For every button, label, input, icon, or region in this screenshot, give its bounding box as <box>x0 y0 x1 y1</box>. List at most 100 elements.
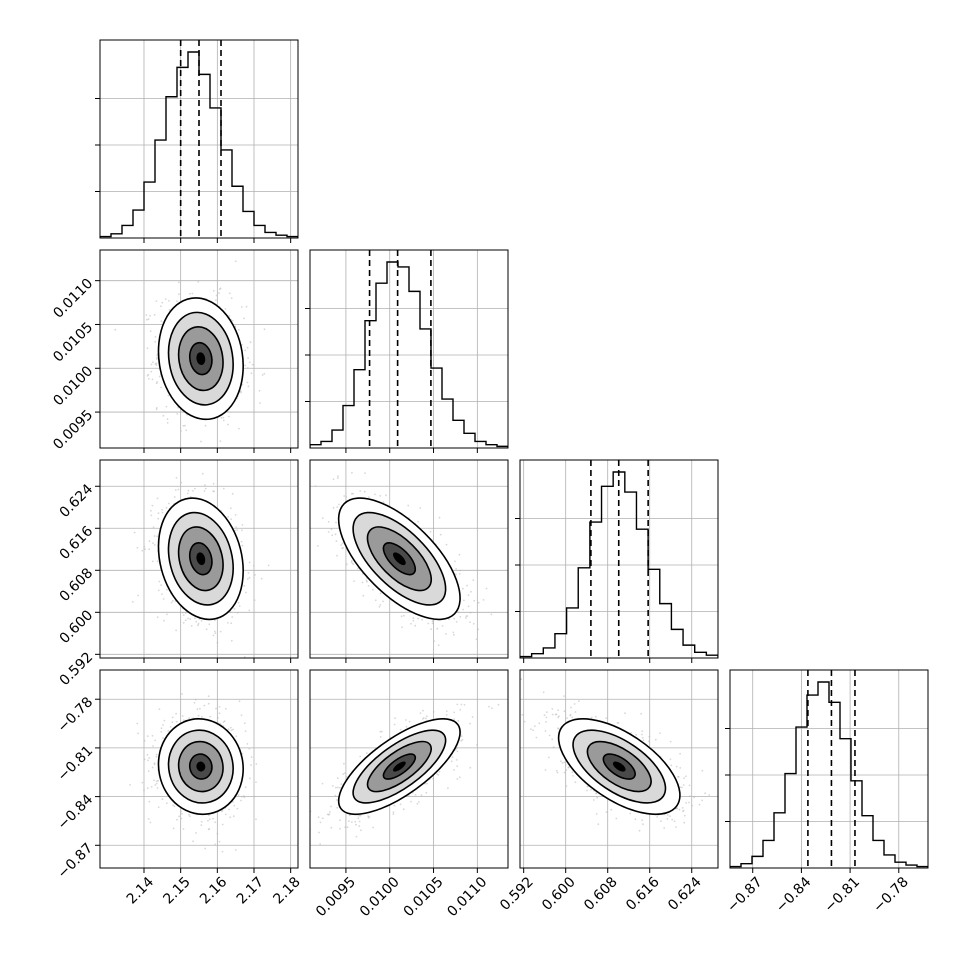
scatter-point <box>344 772 346 774</box>
scatter-point <box>343 762 345 765</box>
scatter-point <box>372 826 374 829</box>
scatter-point <box>154 784 157 786</box>
scatter-point <box>381 730 383 733</box>
scatter-point <box>218 292 220 295</box>
scatter-point <box>354 820 357 823</box>
scatter-point <box>147 770 150 772</box>
scatter-point <box>143 739 146 742</box>
scatter-point <box>215 294 218 297</box>
scatter-point <box>137 594 140 597</box>
scatter-point <box>343 495 346 497</box>
scatter-point <box>438 771 441 773</box>
scatter-point <box>176 413 179 415</box>
scatter-point <box>164 298 167 300</box>
scatter-point <box>319 821 322 824</box>
scatter-point <box>234 849 237 851</box>
scatter-point <box>421 718 424 720</box>
scatter-point <box>421 618 423 621</box>
scatter-point <box>222 419 225 422</box>
scatter-point <box>472 622 475 625</box>
scatter-point <box>243 317 246 320</box>
scatter-point <box>152 361 154 364</box>
scatter-point <box>160 727 163 730</box>
scatter-point <box>318 831 320 834</box>
scatter-point <box>114 328 117 331</box>
scatter-point <box>228 808 231 811</box>
scatter-point <box>463 599 465 602</box>
scatter-point <box>160 305 162 308</box>
scatter-point <box>529 728 532 730</box>
scatter-point <box>180 481 183 484</box>
scatter-point <box>572 775 574 777</box>
scatter-point <box>246 346 249 349</box>
scatter-point <box>669 740 672 743</box>
scatter-point <box>157 517 160 520</box>
scatter-point <box>337 475 339 478</box>
scatter-point <box>353 580 355 582</box>
scatter-point <box>420 794 423 797</box>
scatter-point <box>204 424 207 427</box>
scatter-point <box>193 701 196 704</box>
scatter-point <box>143 545 146 548</box>
scatter-point <box>408 720 411 723</box>
scatter-point <box>145 314 148 316</box>
scatter-point <box>563 695 565 697</box>
scatter-point <box>243 656 246 658</box>
scatter-point <box>407 504 410 507</box>
scatter-point <box>204 487 207 490</box>
scatter-point <box>131 601 134 603</box>
scatter-point <box>173 496 176 498</box>
scatter-point <box>182 614 185 616</box>
scatter-point <box>445 633 447 635</box>
scatter-point <box>357 817 360 820</box>
scatter-point <box>351 471 353 474</box>
scatter-point <box>188 813 190 816</box>
scatter-point <box>314 485 317 487</box>
scatter-point <box>161 508 164 511</box>
scatter-point <box>248 361 251 364</box>
scatter-point <box>240 540 243 543</box>
scatter-point <box>439 533 442 536</box>
scatter-point <box>402 808 405 811</box>
scatter-point <box>165 802 168 805</box>
scatter-point <box>455 573 457 576</box>
scatter-point <box>149 330 152 332</box>
scatter-point <box>213 619 216 622</box>
scatter-point <box>640 712 642 715</box>
scatter-point <box>419 507 422 509</box>
scatter-point <box>414 794 417 796</box>
scatter-point <box>452 631 455 634</box>
scatter-point <box>350 560 353 562</box>
scatter-point <box>544 769 547 771</box>
scatter-point <box>436 627 439 630</box>
scatter-point <box>181 693 183 695</box>
scatter-point <box>394 717 396 720</box>
scatter-point <box>301 484 303 486</box>
scatter-point <box>156 497 159 500</box>
scatter-point <box>207 695 210 698</box>
scatter-point <box>467 594 470 597</box>
scatter-point <box>385 494 387 497</box>
scatter-point <box>195 832 197 834</box>
scatter-point <box>192 840 195 843</box>
scatter-point <box>238 329 240 331</box>
scatter-point <box>146 347 149 350</box>
density-panel-3-0 <box>129 693 258 853</box>
scatter-point <box>151 504 154 507</box>
scatter-point <box>250 756 253 758</box>
scatter-point <box>197 714 200 717</box>
scatter-point <box>230 297 233 299</box>
scatter-point <box>144 548 147 550</box>
scatter-point <box>221 823 224 826</box>
scatter-point <box>214 821 217 824</box>
scatter-point <box>156 560 159 563</box>
scatter-point <box>538 722 541 725</box>
scatter-point <box>359 755 362 758</box>
scatter-point <box>429 531 432 533</box>
scatter-point <box>218 706 221 708</box>
scatter-point <box>374 599 377 602</box>
scatter-point <box>200 440 202 443</box>
scatter-point <box>146 754 149 756</box>
scatter-point <box>267 564 270 567</box>
scatter-point <box>184 424 186 427</box>
